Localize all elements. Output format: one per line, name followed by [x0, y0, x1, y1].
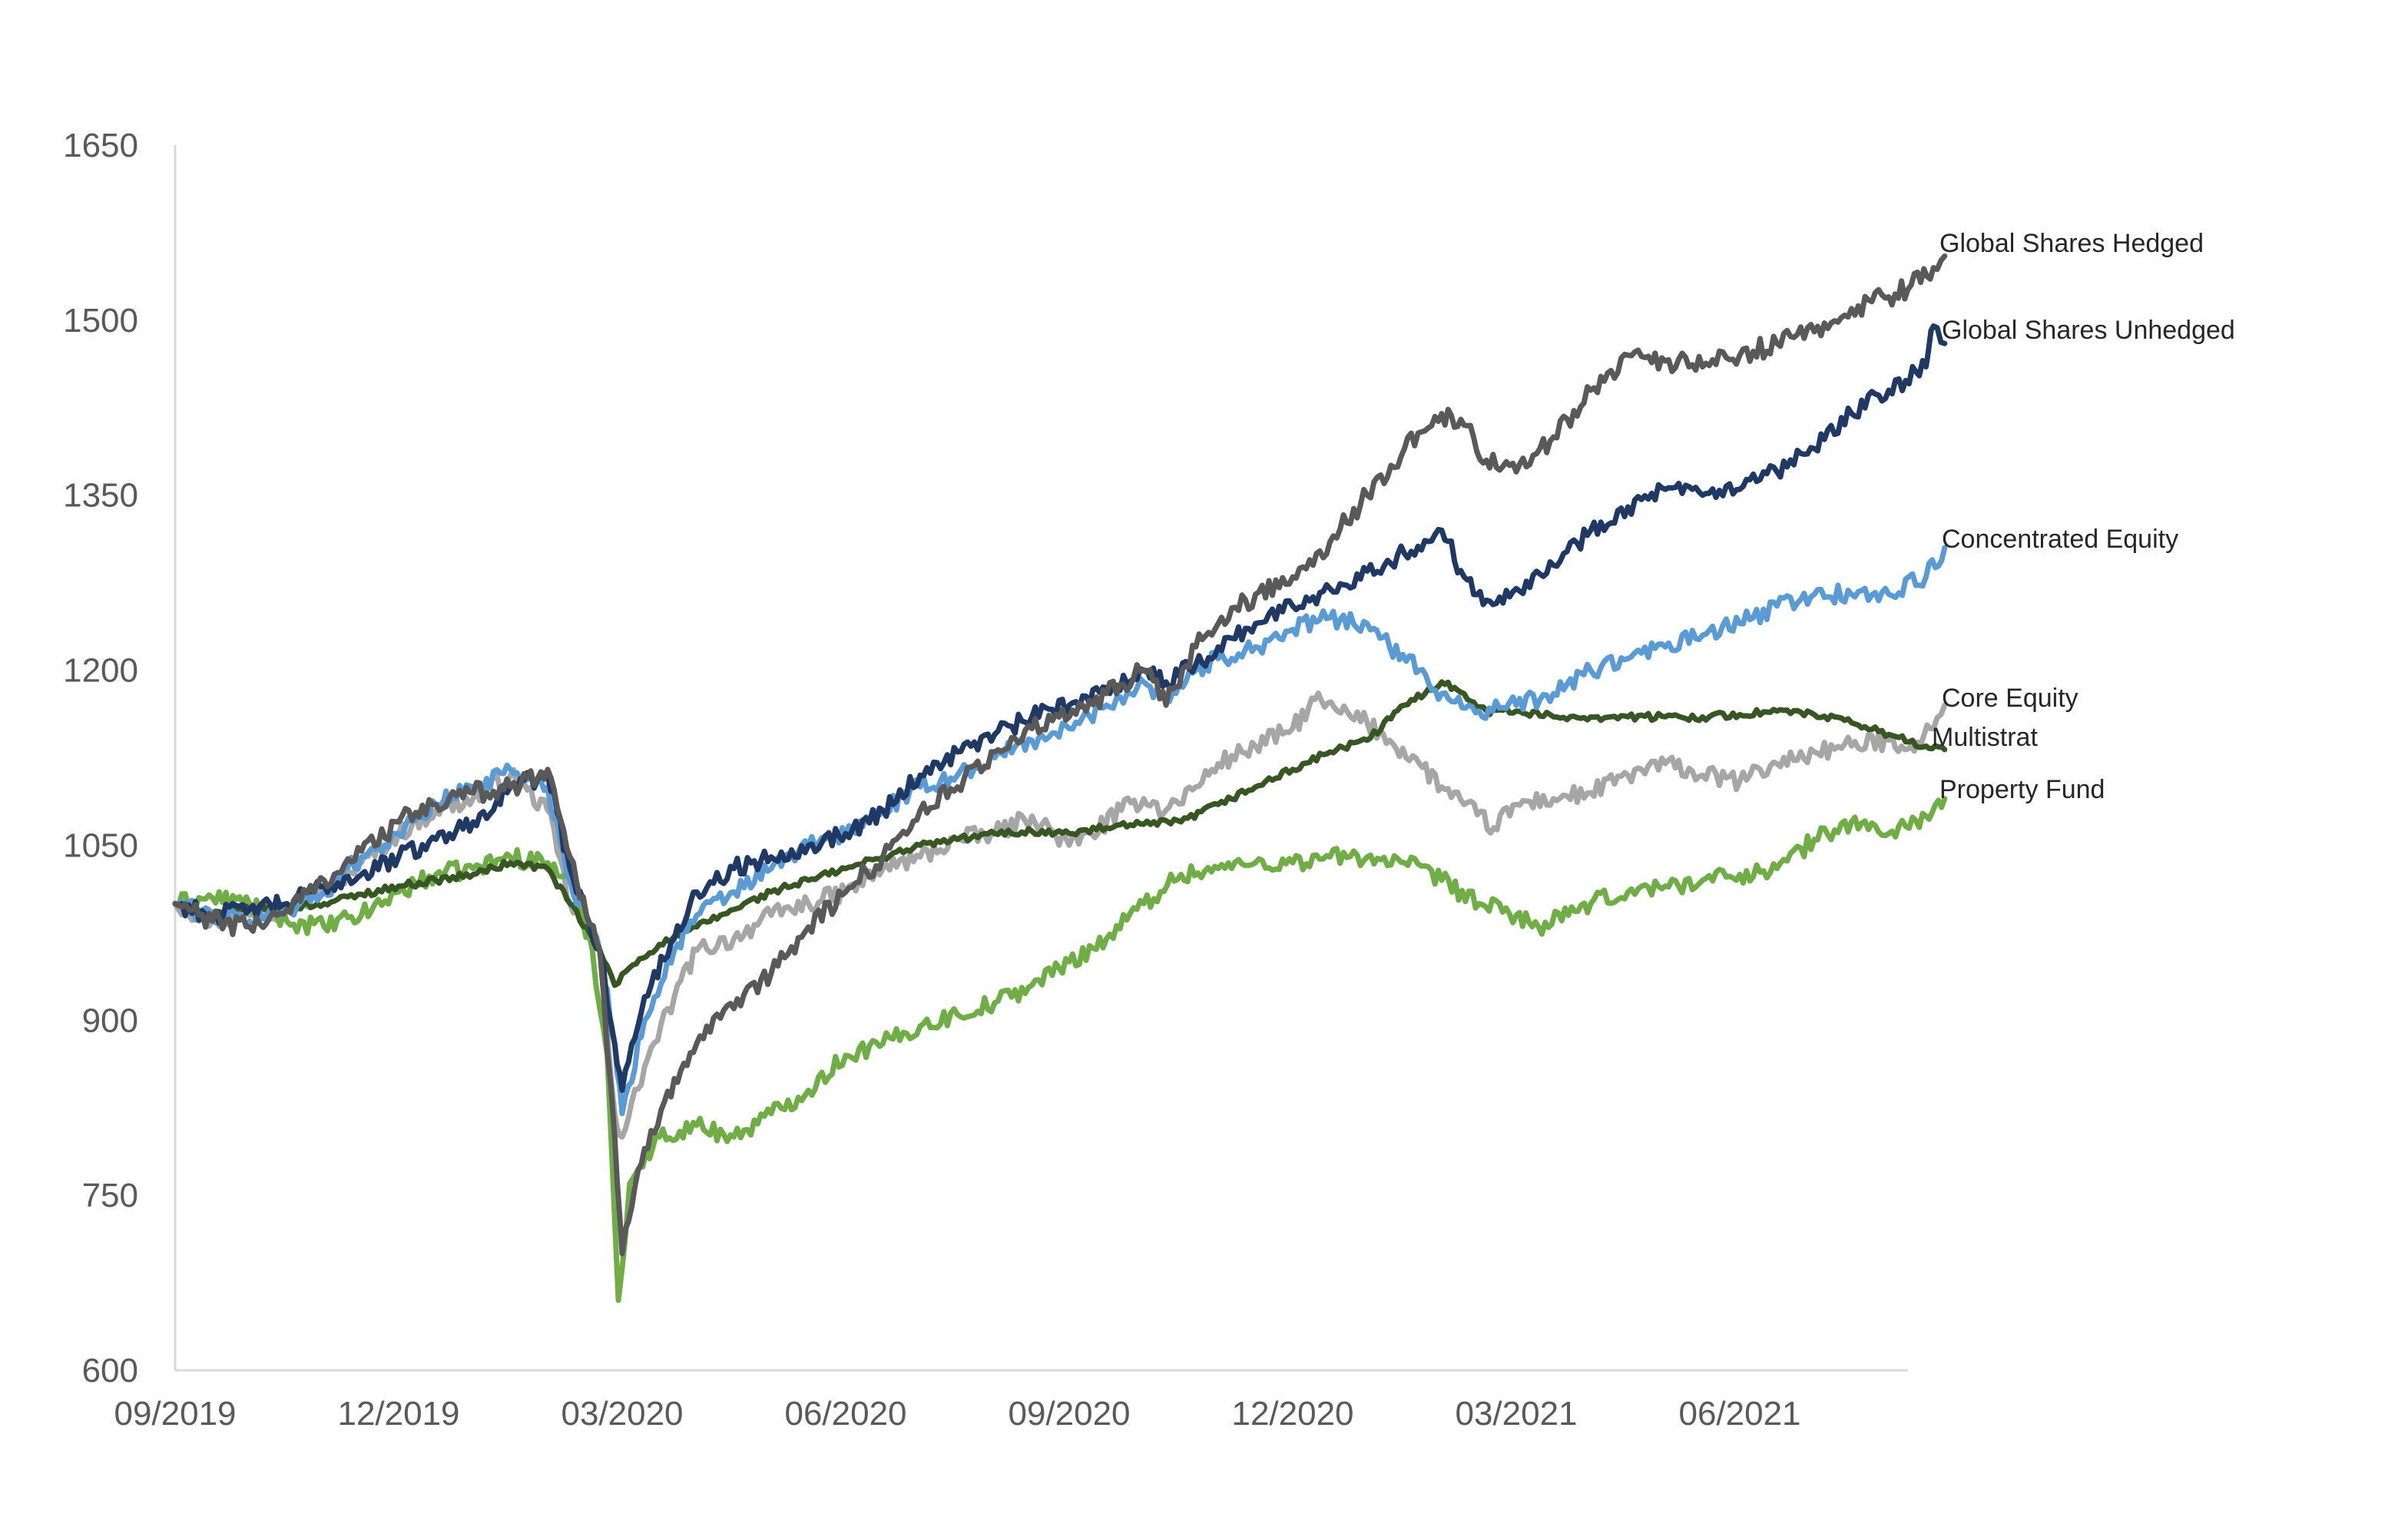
- y-tick-label: 1500: [63, 302, 138, 340]
- x-tick-label: 12/2020: [1231, 1395, 1353, 1433]
- series-label-global-shares-hedged: Global Shares Hedged: [1939, 229, 2204, 258]
- y-tick-label: 1050: [63, 826, 138, 864]
- series-line-global-shares-unhedged: [172, 323, 1948, 1093]
- series-labels: Core Equity Property Fund Multistrat Concen…: [1932, 229, 2235, 804]
- series-line-core-equity: [172, 691, 1948, 1140]
- series-label-concentrated-equity: Concentrated Equity: [1942, 525, 2178, 554]
- series-label-multistrat: Multistrat: [1932, 723, 2038, 752]
- series-line-multistrat: [172, 679, 1948, 989]
- x-tick-label: 03/2021: [1455, 1395, 1577, 1433]
- y-tick-label: 750: [82, 1177, 138, 1214]
- series-line-property-fund: [172, 796, 1948, 1303]
- y-tick-label: 1200: [63, 652, 138, 690]
- x-tick-labels: 09/2019 12/2019 03/2020 06/2020 09/2020 12/20…: [114, 1395, 1800, 1433]
- axes: [174, 145, 1908, 1372]
- y-tick-labels: 600 750 900 1050 1200 1350 1500 1650: [63, 127, 138, 1390]
- x-tick-label: 09/2019: [114, 1395, 236, 1433]
- series-line-global-shares-hedged: [172, 253, 1948, 1257]
- y-tick-label: 1650: [63, 127, 138, 164]
- series-label-property-fund: Property Fund: [1939, 775, 2105, 804]
- y-tick-label: 1350: [63, 477, 138, 515]
- series-lines: [172, 253, 1948, 1303]
- x-tick-label: 12/2019: [337, 1395, 459, 1433]
- x-tick-label: 06/2020: [784, 1395, 906, 1433]
- series-label-global-shares-unhedged: Global Shares Unhedged: [1942, 316, 2235, 345]
- series-label-core-equity: Core Equity: [1942, 684, 2078, 713]
- x-tick-label: 03/2020: [561, 1395, 683, 1433]
- y-tick-label: 900: [82, 1002, 138, 1039]
- x-tick-label: 09/2020: [1008, 1395, 1130, 1433]
- x-tick-label: 06/2021: [1678, 1395, 1800, 1433]
- y-tick-label: 600: [82, 1352, 138, 1390]
